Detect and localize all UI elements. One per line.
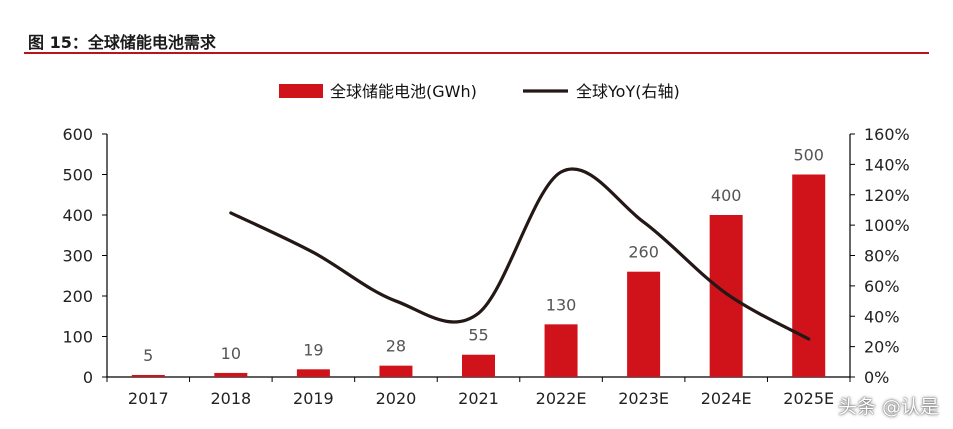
legend: 全球储能电池(GWh) 全球YoY(右轴)	[279, 82, 680, 101]
bar	[131, 374, 165, 377]
x-tick-label: 2024E	[701, 389, 752, 408]
bar	[792, 174, 826, 377]
x-tick-label: 2017	[128, 389, 169, 408]
x-tick-label: 2018	[210, 389, 251, 408]
bar-data-label: 55	[468, 326, 488, 345]
bar	[214, 372, 248, 377]
bar	[544, 324, 578, 377]
x-tick-label: 2021	[458, 389, 499, 408]
y-right-tick-label: 160%	[864, 125, 910, 144]
x-tick-label: 2022E	[536, 389, 587, 408]
bar-data-label: 19	[303, 340, 323, 359]
legend-label-bar: 全球储能电池(GWh)	[330, 82, 477, 101]
bar-data-label: 260	[628, 243, 659, 262]
yoy-line	[229, 167, 811, 341]
bar	[296, 369, 330, 377]
y-left-tick-label: 400	[62, 206, 93, 225]
y-right-tick-label: 100%	[864, 216, 910, 235]
bar	[709, 215, 743, 377]
bar-series	[131, 174, 826, 377]
y-right-tick-label: 20%	[864, 338, 900, 357]
legend-label-line: 全球YoY(右轴)	[576, 82, 680, 101]
y-left-tick-label: 100	[62, 328, 93, 347]
bar-data-label: 28	[386, 337, 406, 356]
y-left-tick-label: 600	[62, 125, 93, 144]
bar	[462, 354, 495, 377]
chart-title: 图 15：全球储能电池需求	[28, 33, 216, 52]
bar-data-label: 500	[793, 146, 824, 165]
line-series	[229, 167, 811, 341]
title-divider	[24, 52, 929, 54]
y-right-tick-label: 60%	[864, 277, 900, 296]
x-tick-label: 2019	[293, 389, 334, 408]
bar	[627, 271, 661, 377]
bar-data-label: 5	[143, 346, 153, 365]
y-right-tick-label: 140%	[864, 155, 910, 174]
data-labels: 5 10 19 28 55 130 260 400 500	[143, 146, 824, 365]
y-left-tick-label: 200	[62, 287, 93, 306]
x-tick-label: 2023E	[618, 389, 669, 408]
y-right-tick-label: 120%	[864, 186, 910, 205]
bar	[379, 365, 413, 377]
y-left-tick-label: 500	[62, 166, 93, 185]
x-tick-label: 2020	[376, 389, 417, 408]
y-left-tick-label: 0	[83, 368, 93, 387]
bar-data-label: 400	[711, 186, 742, 205]
bar-data-label: 10	[221, 344, 241, 363]
y-right-tick-label: 0%	[864, 368, 889, 387]
legend-swatch-bar	[279, 84, 323, 98]
y-right-tick-label: 40%	[864, 307, 900, 326]
watermark: 头条 @认是	[837, 396, 939, 418]
bar-data-label: 130	[546, 295, 577, 314]
x-tick-label: 2025E	[783, 389, 834, 408]
y-left-tick-label: 300	[62, 247, 93, 266]
y-right-tick-label: 80%	[864, 247, 900, 266]
